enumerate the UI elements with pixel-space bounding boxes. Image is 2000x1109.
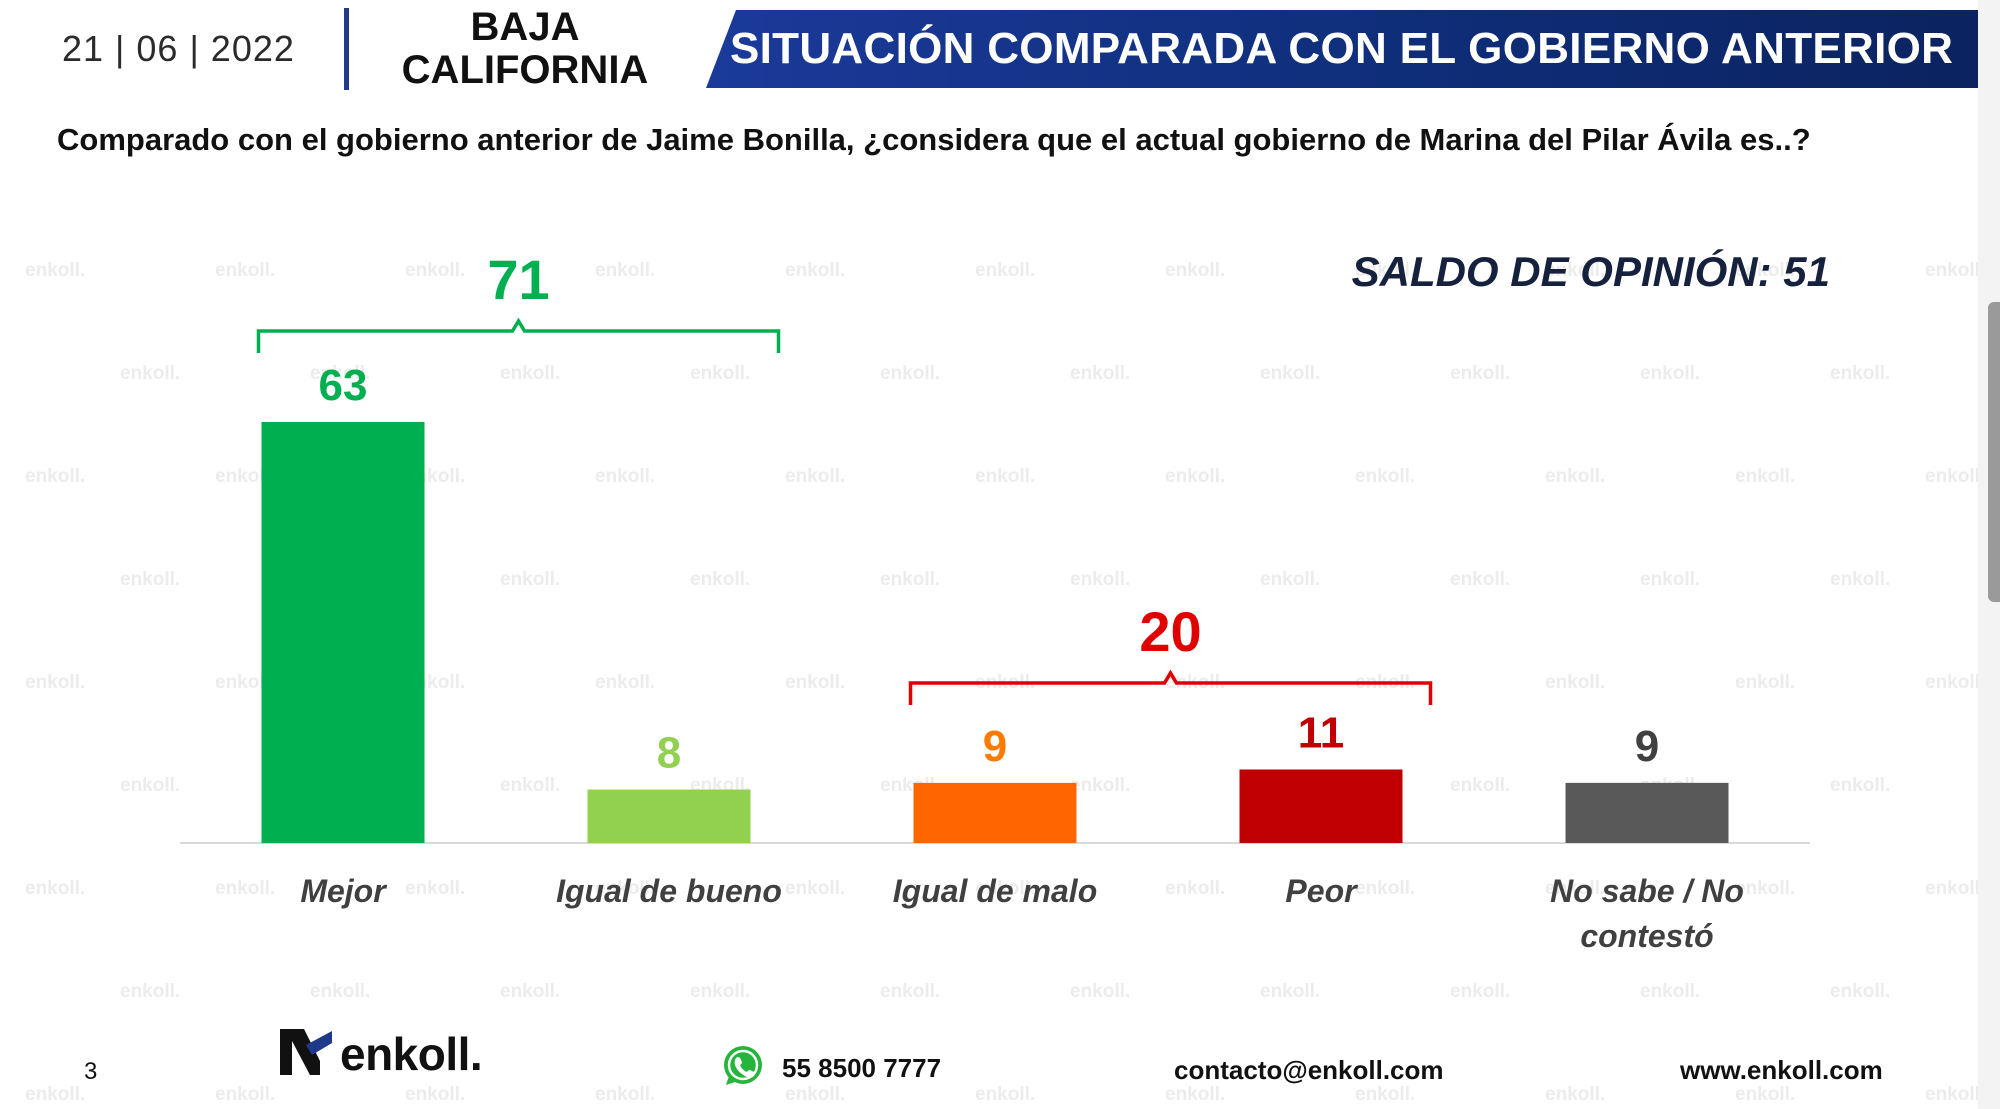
group-bracket: [908, 669, 1433, 705]
header-banner-title: SITUACIÓN COMPARADA CON EL GOBIERNO ANTE…: [730, 24, 1954, 73]
scrollbar-thumb[interactable]: [1988, 302, 2000, 602]
header-state-line2: CALIFORNIA: [401, 48, 649, 92]
whatsapp-icon: [720, 1043, 766, 1094]
enkoll-logo-icon: [276, 1025, 334, 1084]
footer-phone: 55 8500 7777: [720, 1043, 941, 1094]
group-bracket: [256, 317, 781, 353]
bar: [1239, 769, 1403, 843]
footer-logo: enkoll.: [276, 1024, 483, 1084]
category-label: contestó: [1580, 918, 1713, 954]
category-label: Igual de malo: [893, 873, 1097, 909]
header-divider: [344, 8, 349, 90]
category-label: Igual de bueno: [556, 873, 782, 909]
page-number: 3: [84, 1058, 98, 1085]
bar-value-label: 11: [1298, 708, 1345, 757]
saldo-de-opinion: SALDO DE OPINIÓN: 51: [1351, 248, 1830, 295]
bar-value-label: 9: [983, 722, 1007, 771]
bar: [1565, 782, 1729, 843]
header-date: 21 | 06 | 2022: [62, 28, 295, 69]
footer-logo-text: enkoll.: [340, 1028, 483, 1080]
header-state: BAJA CALIFORNIA: [380, 6, 670, 92]
group-total-label: 20: [1139, 600, 1201, 663]
header-state-line1: BAJA: [470, 5, 580, 49]
survey-question: Comparado con el gobierno anterior de Ja…: [57, 122, 1811, 157]
header-banner: [706, 10, 1980, 88]
group-total-label: 71: [487, 248, 549, 311]
footer-phone-number: 55 8500 7777: [782, 1053, 942, 1083]
bar-value-label: 9: [1635, 722, 1659, 771]
bar: [913, 782, 1077, 843]
category-label: No sabe / No: [1550, 873, 1744, 909]
bar: [587, 789, 751, 843]
footer-website: www.enkoll.com: [1680, 1055, 1883, 1085]
category-label: Mejor: [300, 873, 387, 909]
bar-value-label: 63: [319, 361, 368, 410]
bar-value-label: 8: [657, 729, 681, 778]
category-label: Peor: [1285, 873, 1358, 909]
bar: [261, 422, 425, 843]
footer-email: contacto@enkoll.com: [1174, 1055, 1444, 1085]
